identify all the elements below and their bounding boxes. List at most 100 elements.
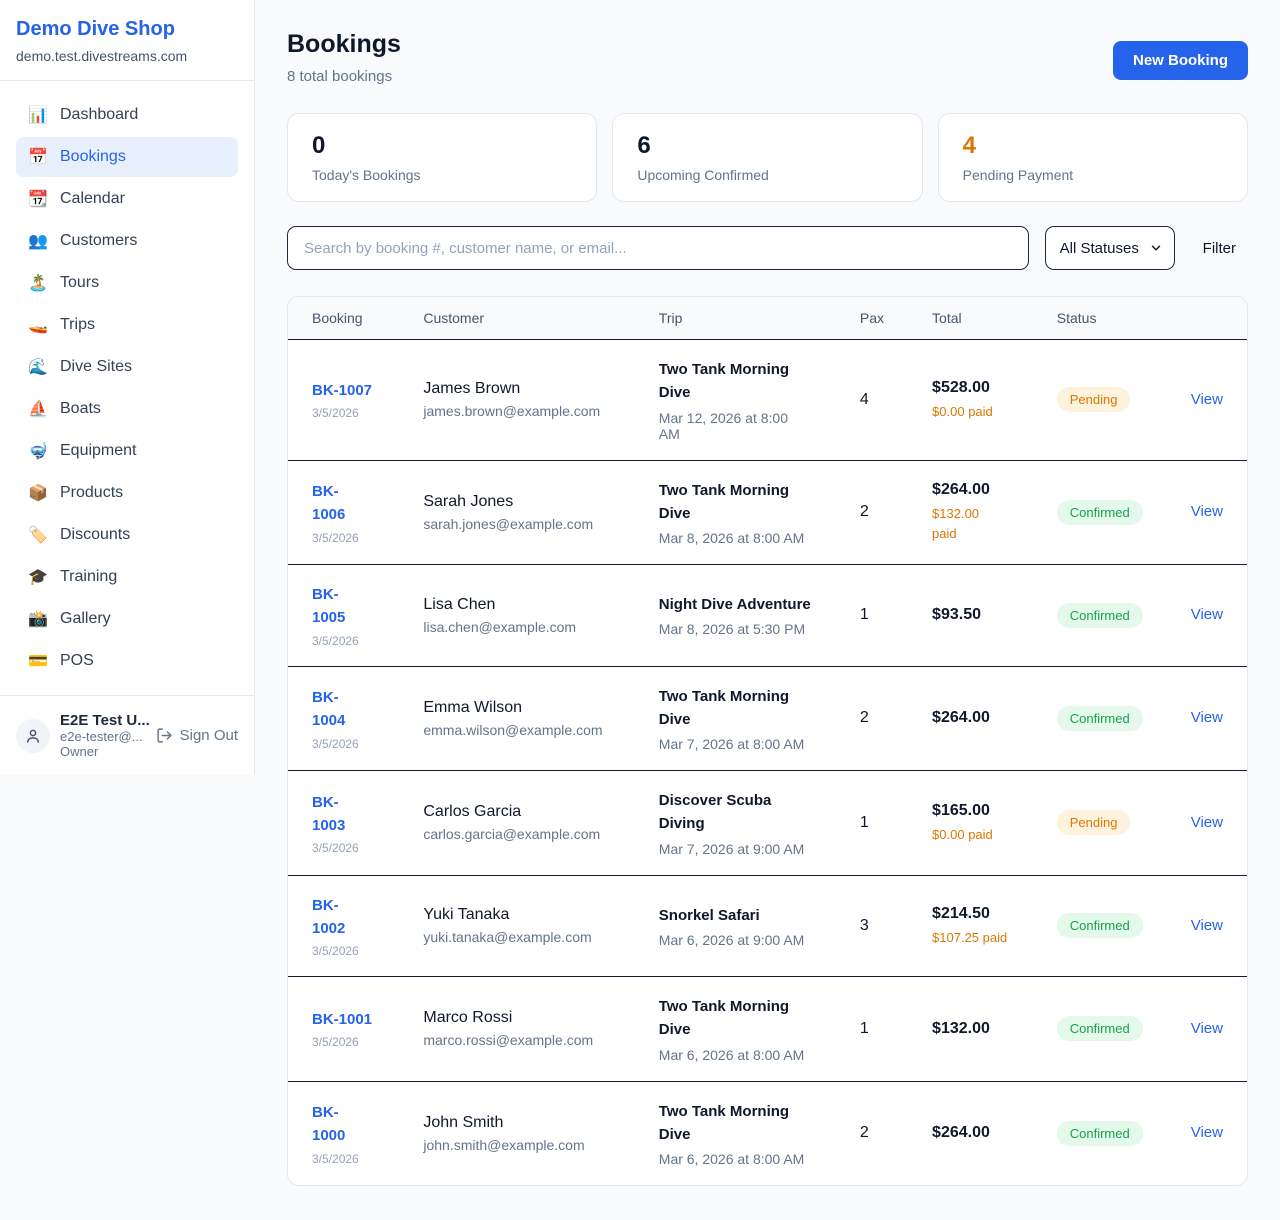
customer-name: Emma Wilson — [423, 698, 523, 716]
column-header-status: Status — [1032, 297, 1167, 340]
sidebar-item-dashboard[interactable]: 📊 Dashboard — [28, 106, 139, 124]
user-avatar — [16, 718, 50, 753]
total-cell: $214.50 $107.25 paid — [908, 874, 1033, 977]
status-cell: Confirmed — [1032, 1080, 1167, 1185]
sidebar-item-equipment[interactable]: 🤿 Equipment — [28, 442, 137, 460]
column-header-total: Total — [908, 297, 1033, 340]
booking-date: 3/5/2026 — [312, 736, 359, 751]
booking-cell: BK- 1006 3/5/2026 — [288, 459, 400, 565]
view-link[interactable]: View — [1190, 709, 1223, 727]
sidebar-item-gallery[interactable]: 📸 Gallery — [28, 610, 111, 628]
trip-datetime: Mar 7, 2026 at 9:00 AM — [658, 840, 805, 857]
customers-people-icon: 👥 — [28, 233, 48, 250]
table-row: BK- 1005 3/5/2026 Lisa Chen lisa.chen@ex… — [288, 564, 1247, 666]
trip-datetime: Mar 12, 2026 at 8:00 AM — [658, 409, 788, 442]
booking-id-link[interactable]: BK- 1004 — [312, 689, 346, 730]
view-link[interactable]: View — [1190, 503, 1223, 521]
sidebar-item-discounts[interactable]: 🏷️ Discounts — [28, 526, 131, 544]
gallery-camera-icon: 📸 — [28, 611, 48, 628]
pax-count: 1 — [859, 606, 869, 624]
booking-date: 3/5/2026 — [312, 1151, 359, 1166]
total-cell: $165.00 $0.00 paid — [908, 770, 1033, 875]
booking-date: 3/5/2026 — [312, 841, 359, 855]
trip-datetime: Mar 8, 2026 at 8:00 AM — [658, 530, 805, 546]
dive-sites-wave-icon: 🌊 — [28, 359, 48, 376]
sidebar-item-pos[interactable]: 💳 POS — [28, 652, 94, 670]
logout-icon — [157, 728, 172, 743]
table-row: BK- 1002 3/5/2026 Yuki Tanaka yuki.tanak… — [288, 874, 1247, 977]
status-cell: Confirmed — [1032, 459, 1167, 565]
total-amount: $132.00 — [932, 1019, 990, 1037]
table-row: BK- 1006 3/5/2026 Sarah Jones sarah.jone… — [288, 459, 1247, 565]
customer-email: marco.rossi@example.com — [423, 1032, 594, 1049]
booking-id-link[interactable]: BK- 1002 — [312, 896, 346, 937]
status-badge: Confirmed — [1056, 499, 1143, 525]
dashboard-chart-icon: 📊 — [28, 107, 48, 124]
status-select-wrap: All Statuses — [1044, 226, 1175, 270]
view-cell: View — [1166, 770, 1247, 875]
brand-name[interactable]: Demo Dive Shop — [16, 18, 175, 40]
customer-cell: Carlos Garcia carlos.garcia@example.com — [399, 770, 635, 875]
page-title-block: Bookings 8 total bookings — [287, 30, 401, 85]
customer-cell: Marco Rossi marco.rossi@example.com — [399, 976, 635, 1081]
trip-name: Discover Scuba Diving — [658, 792, 772, 833]
discounts-tag-icon: 🏷️ — [28, 527, 48, 544]
booking-id-link[interactable]: BK- 1006 — [312, 483, 346, 524]
products-package-icon: 📦 — [28, 485, 48, 502]
filter-button[interactable]: Filter — [1191, 240, 1248, 257]
booking-id-link[interactable]: BK- 1003 — [312, 793, 346, 834]
customer-cell: Sarah Jones sarah.jones@example.com — [399, 459, 635, 565]
new-booking-button[interactable]: New Booking — [1112, 41, 1248, 80]
trip-cell: Two Tank Morning Dive Mar 6, 2026 at 8:0… — [634, 1080, 836, 1185]
sidebar-item-bookings[interactable]: 📅 Bookings — [16, 137, 238, 177]
status-cell: Pending — [1033, 340, 1167, 461]
booking-id-link[interactable]: BK-1001 — [312, 1011, 373, 1029]
user-email: e2e-tester@... — [60, 729, 143, 744]
view-link[interactable]: View — [1190, 813, 1223, 831]
booking-id-link[interactable]: BK- 1005 — [312, 586, 346, 627]
search-input[interactable] — [287, 226, 1029, 270]
sign-out-button[interactable]: Sign Out — [156, 727, 238, 744]
status-cell: Confirmed — [1032, 874, 1167, 977]
trip-name: Night Dive Adventure — [658, 596, 811, 614]
sidebar-item-customers[interactable]: 👥 Customers — [28, 232, 138, 250]
booking-id-link[interactable]: BK- 1000 — [312, 1104, 346, 1145]
pax-cell: 1 — [835, 564, 909, 666]
customer-email: james.brown@example.com — [423, 403, 601, 420]
sidebar-item-calendar[interactable]: 📆 Calendar — [28, 190, 125, 208]
column-header-booking: Booking — [288, 297, 400, 340]
view-link[interactable]: View — [1190, 916, 1223, 934]
trip-cell: Night Dive Adventure Mar 8, 2026 at 5:30… — [634, 564, 836, 666]
view-link[interactable]: View — [1190, 1124, 1223, 1142]
booking-id-link[interactable]: BK-1007 — [312, 382, 373, 400]
stat-card-pending-payment: 4 Pending Payment — [937, 113, 1248, 202]
sidebar-item-trips[interactable]: 🚤 Trips — [28, 316, 95, 334]
total-cell: $264.00 — [908, 1080, 1033, 1185]
customer-name: Lisa Chen — [423, 595, 496, 613]
status-select[interactable]: All Statuses — [1044, 226, 1175, 270]
brand-domain: demo.test.divestreams.com — [16, 48, 188, 64]
booking-date: 3/5/2026 — [312, 944, 359, 958]
view-cell: View — [1166, 1080, 1247, 1185]
total-cell: $264.00 — [908, 665, 1033, 771]
sidebar-item-dive-sites[interactable]: 🌊 Dive Sites — [28, 358, 133, 376]
total-amount: $93.50 — [932, 606, 981, 624]
sidebar-item-training[interactable]: 🎓 Training — [28, 568, 118, 586]
customer-email: john.smith@example.com — [423, 1136, 585, 1153]
boats-sailboat-icon: ⛵ — [28, 401, 48, 418]
sidebar-item-boats[interactable]: ⛵ Boats — [28, 400, 101, 418]
trip-cell: Two Tank Morning Dive Mar 6, 2026 at 8:0… — [634, 976, 836, 1081]
trip-datetime: Mar 6, 2026 at 9:00 AM — [658, 931, 805, 948]
status-badge: Confirmed — [1056, 1120, 1143, 1146]
status-badge: Confirmed — [1056, 1016, 1143, 1042]
stat-label: Upcoming Confirmed — [637, 167, 769, 183]
stat-card-today-s-bookings: 0 Today's Bookings — [287, 113, 598, 202]
sidebar-item-tours[interactable]: 🏝️ Tours — [28, 274, 100, 292]
view-link[interactable]: View — [1190, 606, 1223, 624]
paid-amount: $0.00 paid — [932, 403, 993, 419]
main-content: Bookings 8 total bookings New Booking 0 T… — [255, 0, 1280, 1220]
view-link[interactable]: View — [1190, 390, 1223, 408]
view-link[interactable]: View — [1190, 1019, 1223, 1037]
sidebar-item-products[interactable]: 📦 Products — [28, 484, 124, 502]
booking-date: 3/5/2026 — [312, 1035, 359, 1050]
